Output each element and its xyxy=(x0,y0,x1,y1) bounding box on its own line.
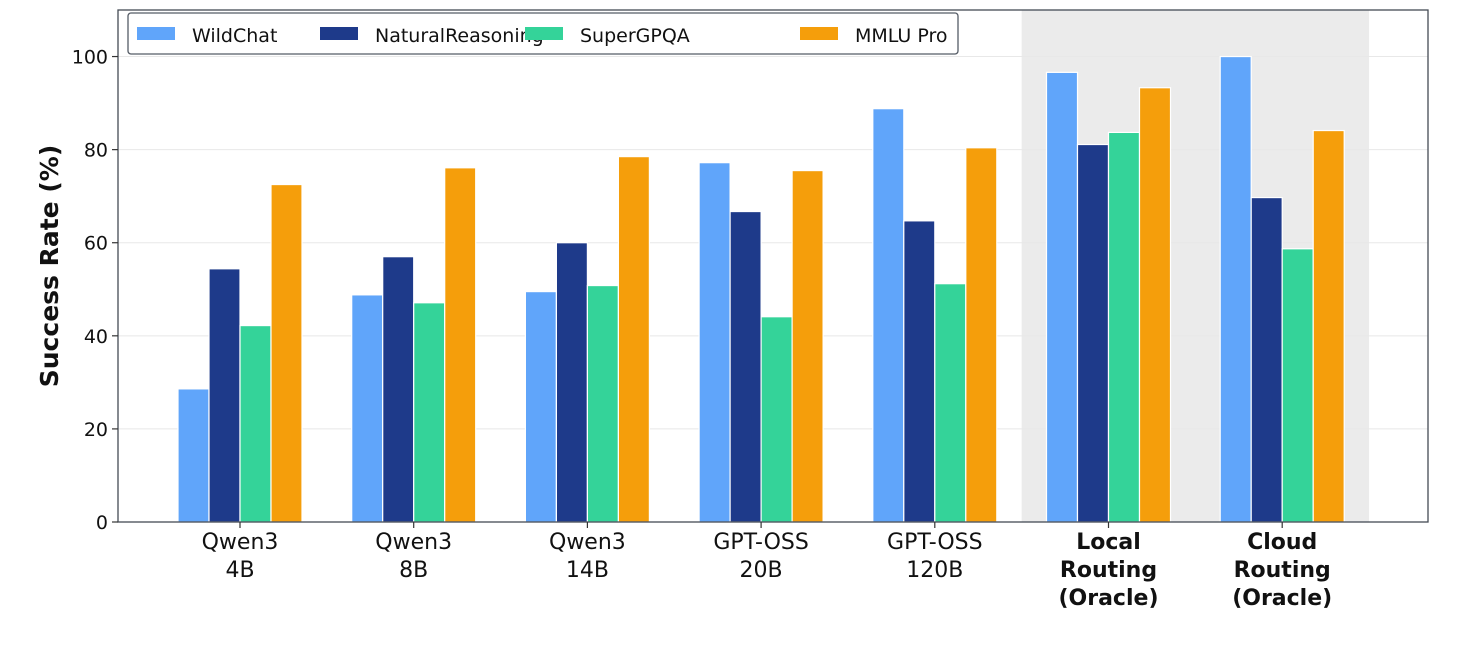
bar-wildchat xyxy=(351,294,384,523)
bar-mmlu-pro xyxy=(1312,129,1345,523)
y-tick-label: 20 xyxy=(84,419,108,441)
bar-naturalreasoning xyxy=(208,268,241,523)
bar-supergpqa xyxy=(934,283,967,523)
bar-wildchat xyxy=(698,162,731,523)
legend-swatch xyxy=(137,27,175,40)
x-tick-label: (Oracle) xyxy=(1232,586,1332,611)
legend-label: MMLU Pro xyxy=(855,25,948,47)
legend-swatch xyxy=(800,27,838,40)
legend-label: WildChat xyxy=(192,25,277,47)
y-tick-label: 100 xyxy=(72,47,108,69)
bar-wildchat xyxy=(524,291,558,523)
bar-mmlu-pro xyxy=(791,169,824,523)
bar-supergpqa xyxy=(760,316,793,523)
bar-supergpqa xyxy=(239,324,272,523)
bar-mmlu-pro xyxy=(1138,87,1172,523)
legend-swatch xyxy=(320,27,358,40)
x-tick-label: 4B xyxy=(225,558,254,583)
x-tick-label: 8B xyxy=(399,558,428,583)
x-tick-label: Qwen3 xyxy=(375,530,452,555)
bar-mmlu-pro xyxy=(965,147,998,523)
bar-naturalreasoning xyxy=(903,220,936,523)
y-tick-label: 80 xyxy=(84,140,108,162)
y-tick-label: 40 xyxy=(84,326,108,348)
x-tick-label: Local xyxy=(1076,530,1141,555)
y-axis-label: Success Rate (%) xyxy=(35,145,64,388)
x-tick-label: 120B xyxy=(906,558,963,583)
bars-layer xyxy=(177,55,1345,523)
y-tick-label: 0 xyxy=(96,512,108,534)
x-tick-label: 14B xyxy=(566,558,609,583)
bar-wildchat xyxy=(1045,71,1079,523)
bar-wildchat xyxy=(872,108,905,523)
x-tick-label: GPT-OSS xyxy=(887,530,983,555)
bar-mmlu-pro xyxy=(444,167,477,523)
legend-label: SuperGPQA xyxy=(580,25,690,47)
bar-mmlu-pro xyxy=(270,183,303,523)
legend: WildChat NaturalReasoning SuperGPQA MMLU Pr… xyxy=(127,12,959,55)
bar-mmlu-pro xyxy=(617,156,651,523)
bar-supergpqa xyxy=(1281,248,1314,523)
bar-supergpqa xyxy=(586,284,620,523)
x-tick-label: Qwen3 xyxy=(202,530,279,555)
bar-supergpqa xyxy=(1107,131,1141,523)
x-tick-label: 20B xyxy=(740,558,783,583)
bar-naturalreasoning xyxy=(555,242,589,523)
x-tick-label: Routing xyxy=(1060,558,1157,583)
bar-wildchat xyxy=(177,388,210,523)
x-axis-ticks: Qwen3 4B Qwen3 8B Qwen3 14B GPT-OSS 20B GPT-OSS 1… xyxy=(202,522,1332,611)
x-tick-label: Cloud xyxy=(1247,530,1317,555)
x-tick-label: Qwen3 xyxy=(549,530,626,555)
plot-frame xyxy=(117,9,1429,523)
bar-naturalreasoning xyxy=(382,256,415,523)
bar-naturalreasoning xyxy=(1076,143,1110,523)
bar-naturalreasoning xyxy=(729,210,762,523)
bar-wildchat xyxy=(1219,55,1252,523)
x-tick-label: Routing xyxy=(1234,558,1331,583)
x-tick-label: (Oracle) xyxy=(1058,586,1158,611)
legend-label: NaturalReasoning xyxy=(375,25,544,47)
y-tick-label: 60 xyxy=(84,233,108,255)
legend-swatch xyxy=(525,27,563,40)
bar-naturalreasoning xyxy=(1250,196,1283,523)
y-axis-ticks: 0 20 40 60 80 100 xyxy=(72,47,118,534)
x-tick-label: GPT-OSS xyxy=(713,530,809,555)
bar-supergpqa xyxy=(413,302,446,523)
